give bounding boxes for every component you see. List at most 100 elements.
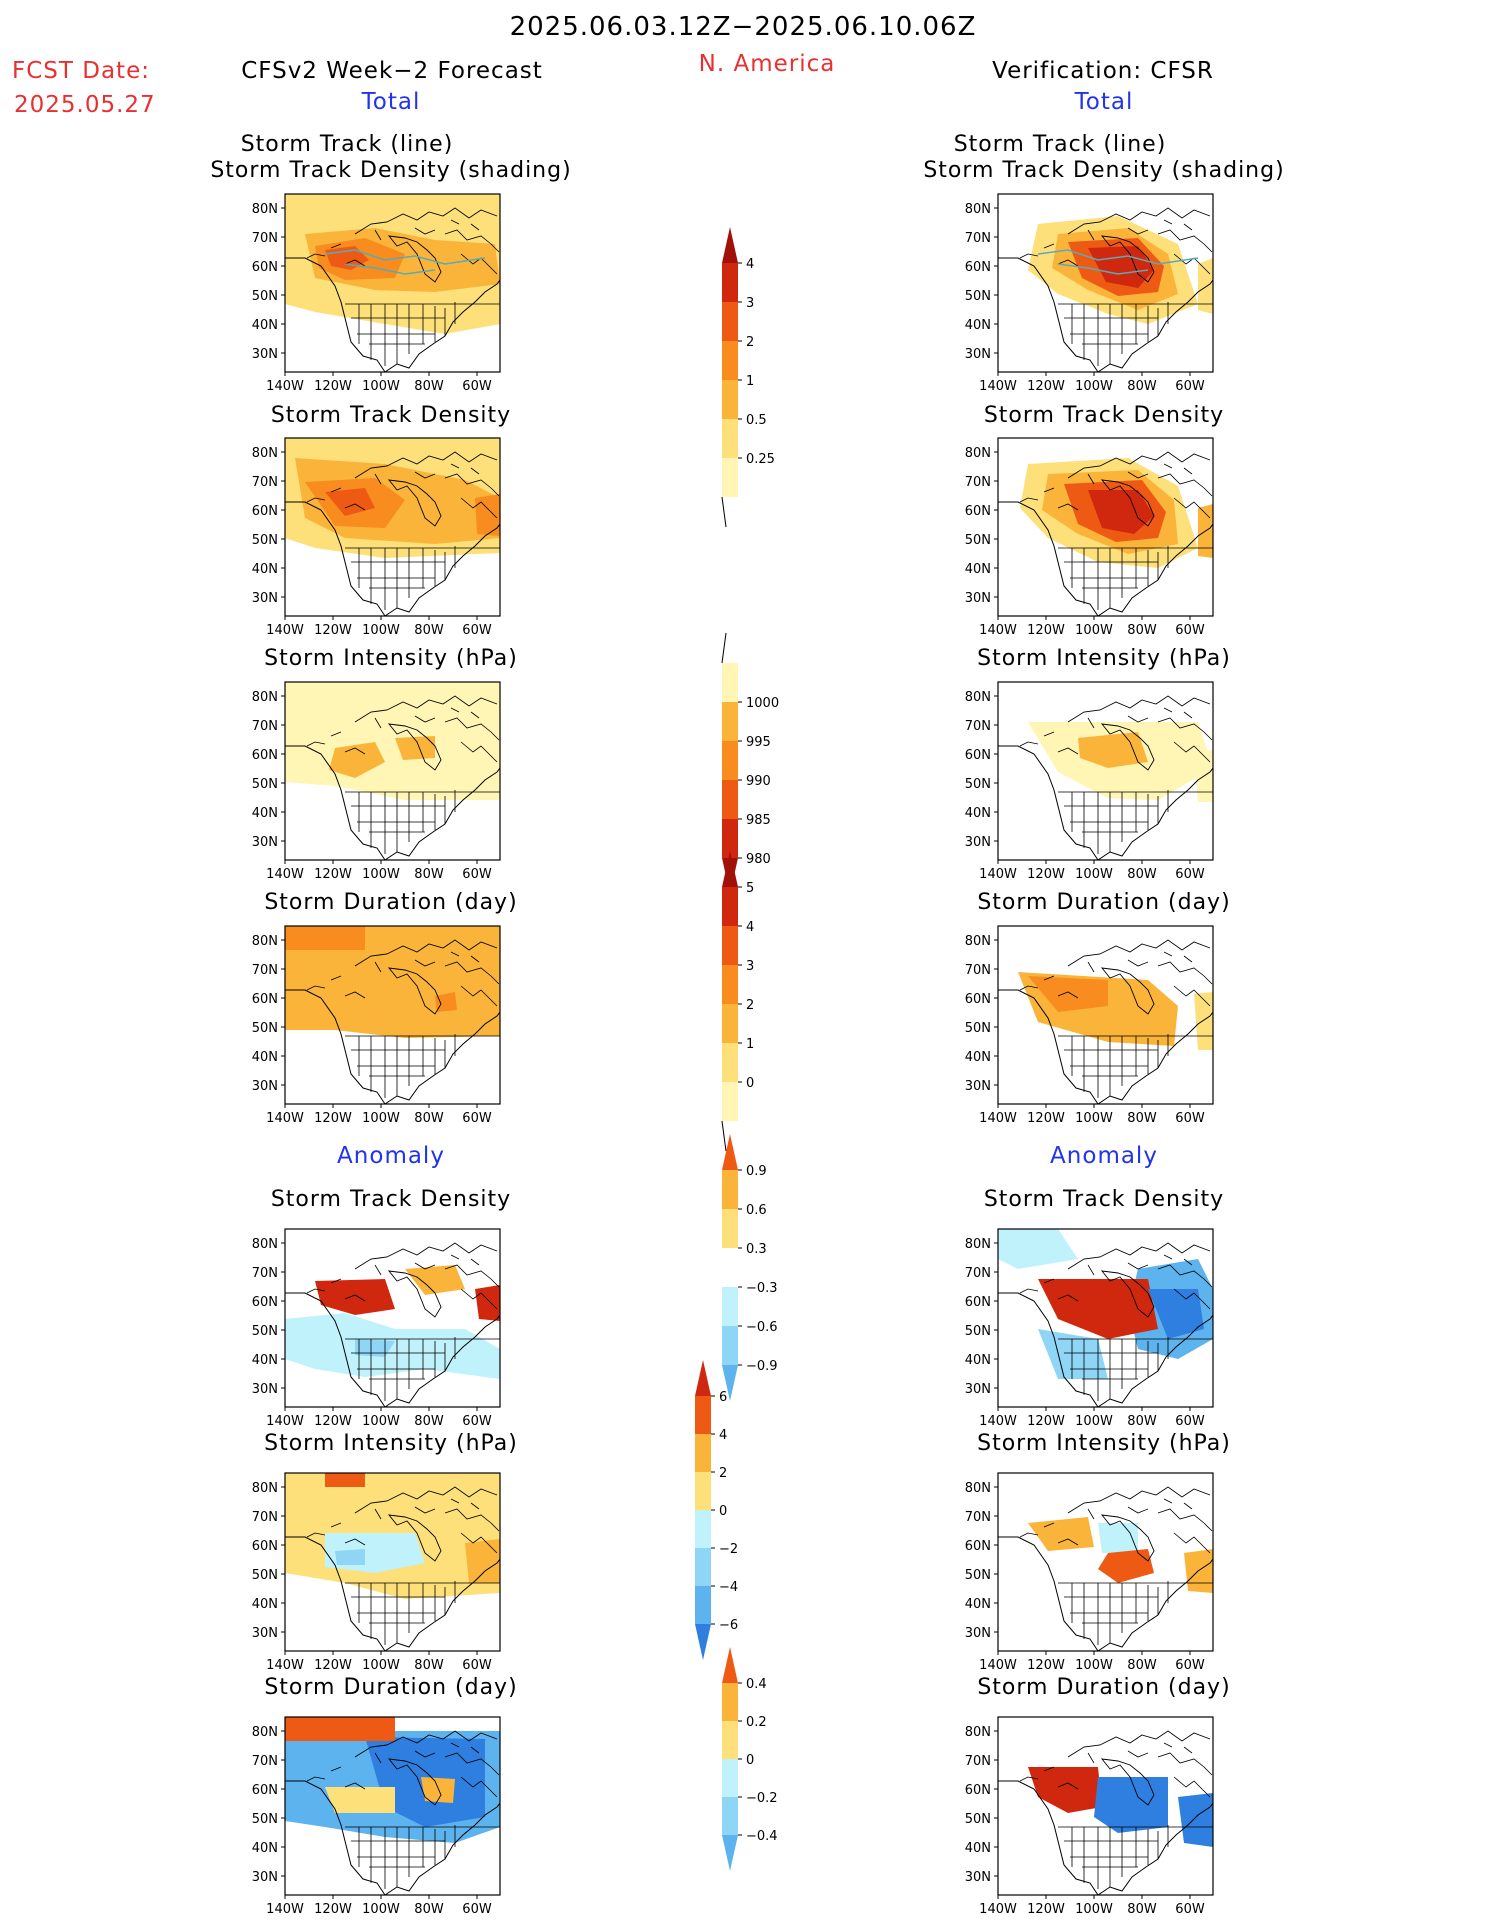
title-density-forecast: Storm Track Density bbox=[270, 403, 512, 428]
colorbar-tick-label: 3 bbox=[746, 296, 754, 311]
shading-region bbox=[1078, 732, 1148, 768]
lat-tick-label: 60N bbox=[252, 748, 278, 763]
colorbar-tick-label: 2 bbox=[746, 335, 754, 350]
colorbar-tick-label: −0.4 bbox=[746, 1829, 778, 1844]
shading-region bbox=[405, 1265, 465, 1295]
lon-tick-label: 120W bbox=[314, 379, 352, 394]
lon-tick-label: 60W bbox=[462, 867, 492, 882]
forecast-anomaly-label: Anomaly bbox=[337, 1143, 445, 1169]
colorbar-tick-label: 0 bbox=[719, 1504, 727, 1519]
lat-tick-label: 50N bbox=[252, 1324, 278, 1339]
lat-tick-label: 60N bbox=[252, 992, 278, 1007]
title-anom-density-forecast: Storm Track Density bbox=[270, 1187, 512, 1212]
title-duration-verif: Storm Duration (day) bbox=[977, 890, 1231, 915]
colorbar-tick-label: 995 bbox=[746, 735, 771, 750]
lon-tick-label: 80W bbox=[414, 1658, 444, 1673]
lat-tick-label: 70N bbox=[252, 1754, 278, 1769]
shading-region bbox=[465, 1539, 500, 1583]
lon-tick-label: 140W bbox=[266, 623, 304, 638]
colorbar-tick-label: 6 bbox=[719, 1390, 727, 1405]
lat-tick-label: 80N bbox=[252, 1481, 278, 1496]
colorbar-tick-label: −0.9 bbox=[746, 1359, 778, 1374]
lat-tick-label: 70N bbox=[965, 231, 991, 246]
lat-tick-label: 60N bbox=[252, 504, 278, 519]
lon-tick-label: 120W bbox=[314, 1111, 352, 1126]
colorbar-tick-label: 4 bbox=[719, 1428, 727, 1443]
lat-tick-label: 50N bbox=[252, 1021, 278, 1036]
lon-tick-label: 100W bbox=[362, 623, 400, 638]
title-intensity-forecast: Storm Intensity (hPa) bbox=[264, 646, 518, 671]
shading-region bbox=[285, 682, 500, 800]
lon-tick-label: 100W bbox=[1075, 1414, 1113, 1429]
panel-verification-total-duration: 80N 70N 60N 50N 40N 30N 140W 120W 100W 80W 60W bbox=[965, 925, 1214, 1126]
lat-tick-label: 40N bbox=[252, 806, 278, 821]
lon-tick-label: 80W bbox=[414, 867, 444, 882]
lon-tick-label: 140W bbox=[979, 1111, 1017, 1126]
lat-tick-label: 50N bbox=[252, 533, 278, 548]
lat-tick-label: 40N bbox=[965, 1353, 991, 1368]
lat-tick-label: 30N bbox=[252, 1079, 278, 1094]
lon-tick-label: 100W bbox=[362, 867, 400, 882]
colorbar-tick-label: −0.6 bbox=[746, 1320, 778, 1335]
lat-tick-label: 50N bbox=[965, 289, 991, 304]
lat-tick-label: 80N bbox=[965, 1481, 991, 1496]
title-anom-intensity-verif: Storm Intensity (hPa) bbox=[977, 1431, 1231, 1456]
lat-tick-label: 40N bbox=[965, 562, 991, 577]
lat-tick-label: 50N bbox=[965, 1021, 991, 1036]
lat-tick-label: 80N bbox=[252, 1725, 278, 1740]
lon-tick-label: 140W bbox=[979, 867, 1017, 882]
colorbar-tick-label: 0.3 bbox=[746, 1242, 767, 1257]
shading-region bbox=[1088, 490, 1154, 534]
colorbar-track-density-total: 4 3 2 1 0.5 0.25 bbox=[721, 227, 775, 528]
lon-tick-label: 100W bbox=[1075, 1902, 1113, 1917]
shading-region bbox=[1038, 1279, 1158, 1339]
colorbar-duration-anomaly: 0.4 0.2 0 −0.2 −0.4 bbox=[722, 1647, 778, 1871]
shading-region bbox=[475, 1285, 500, 1321]
lon-tick-label: 60W bbox=[1175, 623, 1205, 638]
lat-tick-label: 80N bbox=[965, 202, 991, 217]
lat-tick-label: 30N bbox=[252, 1382, 278, 1397]
shading-region bbox=[1028, 976, 1108, 1012]
lat-tick-label: 50N bbox=[252, 777, 278, 792]
lat-tick-label: 80N bbox=[965, 934, 991, 949]
lon-tick-label: 60W bbox=[462, 623, 492, 638]
storm-track-line bbox=[324, 249, 486, 275]
lon-tick-label: 120W bbox=[1027, 1111, 1065, 1126]
lat-tick-label: 30N bbox=[965, 1870, 991, 1885]
panel-verification-anomaly-duration: 80N 70N 60N 50N 40N 30N 140W 120W 100W 80W 60W bbox=[965, 1716, 1214, 1917]
lat-tick-label: 60N bbox=[252, 1539, 278, 1554]
lat-tick-label: 40N bbox=[252, 1353, 278, 1368]
lat-tick-label: 70N bbox=[252, 1510, 278, 1525]
colorbar-tick-label: 5 bbox=[746, 881, 754, 896]
colorbar-intensity-anomaly: 6 4 2 0 −2 −4 −6 bbox=[695, 1360, 738, 1660]
title-track-line-verif: Storm Track (line) bbox=[953, 132, 1167, 157]
lon-tick-label: 60W bbox=[1175, 1658, 1205, 1673]
colorbar-tick-label: 0.6 bbox=[746, 1203, 767, 1218]
lon-tick-label: 100W bbox=[1075, 1111, 1113, 1126]
panel-forecast-total-intensity: 80N 70N 60N 50N 40N 30N 140W 120W 100W 80W 60W bbox=[252, 681, 501, 882]
lat-tick-label: 60N bbox=[965, 1539, 991, 1554]
panel-frame bbox=[997, 925, 1214, 1105]
lon-tick-label: 80W bbox=[414, 623, 444, 638]
lat-tick-label: 80N bbox=[965, 1725, 991, 1740]
shading-region bbox=[335, 1549, 365, 1565]
shading-region bbox=[421, 1777, 455, 1803]
verification-total-label: Total bbox=[1074, 89, 1134, 115]
lat-tick-label: 40N bbox=[252, 1597, 278, 1612]
lon-tick-label: 60W bbox=[1175, 1902, 1205, 1917]
panel-frame bbox=[284, 1716, 501, 1896]
colorbar-tick-label: 0.25 bbox=[746, 452, 775, 467]
lon-tick-label: 120W bbox=[1027, 867, 1065, 882]
lat-tick-label: 60N bbox=[965, 748, 991, 763]
lat-tick-label: 70N bbox=[252, 719, 278, 734]
colorbar-tick-label: 990 bbox=[746, 774, 771, 789]
lat-tick-label: 70N bbox=[965, 1754, 991, 1769]
fcst-date-label: FCST Date: bbox=[12, 58, 150, 84]
lon-tick-label: 100W bbox=[1075, 379, 1113, 394]
shading-region bbox=[1148, 1289, 1204, 1339]
shading-region bbox=[435, 992, 457, 1012]
colorbar-tick-label: 980 bbox=[746, 852, 771, 867]
lat-tick-label: 40N bbox=[965, 1050, 991, 1065]
colorbar-tick-label: 2 bbox=[719, 1466, 727, 1481]
colorbar-tick-label: −4 bbox=[719, 1580, 738, 1595]
